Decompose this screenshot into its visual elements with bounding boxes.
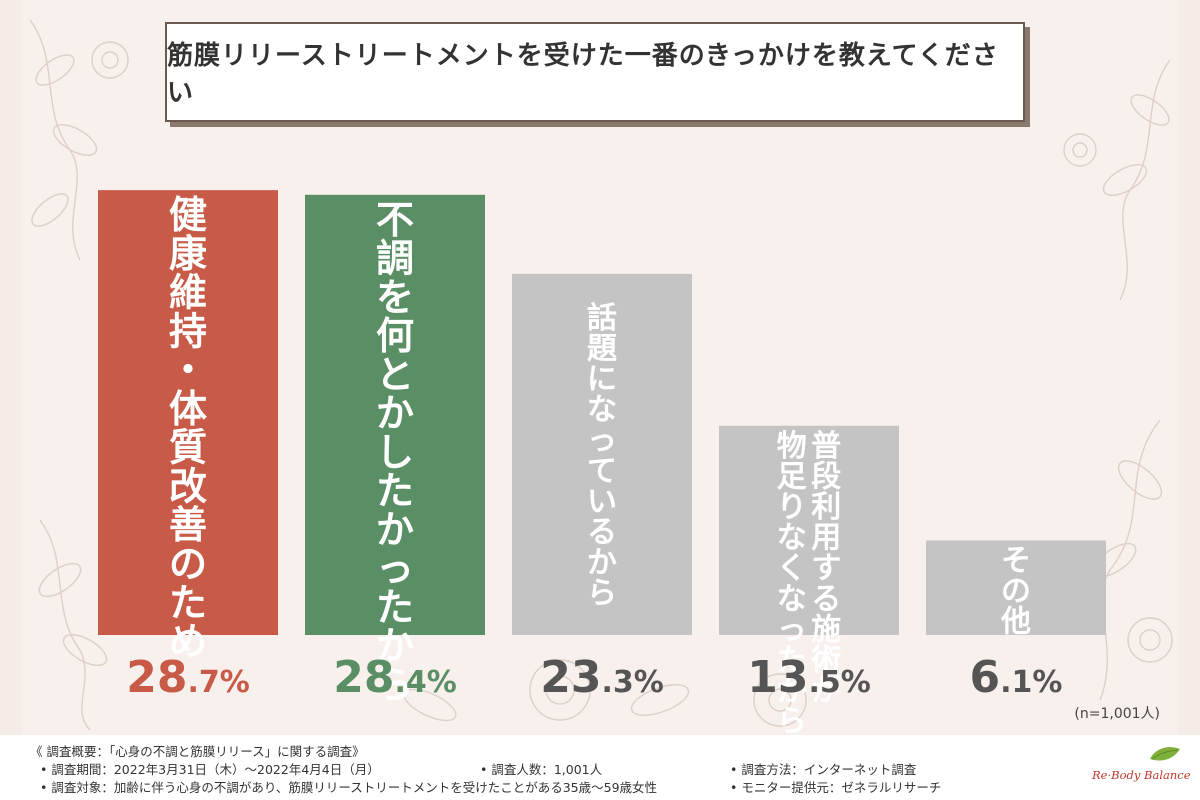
category-text-4-2: 物足りなくなったから	[777, 429, 807, 735]
bar-5	[926, 540, 1106, 635]
survey-footer: 《 調査概要：「心身の不調と筋膜リリース」に関する調査》 • 調査期間：2022…	[0, 735, 1200, 800]
value-label-1: 28.7%	[126, 652, 250, 703]
category-label-1: 健康維持・体質改善のため	[169, 193, 207, 663]
survey-period: • 調査期間：2022年3月31日（木）～2022年4月4日（月）	[40, 762, 380, 777]
category-text-5-1: その他	[1000, 543, 1031, 639]
bar-3	[512, 273, 692, 635]
category-label-2: 不調を何とかしたかったから	[376, 198, 414, 707]
sample-size-note: (n=1,001人)	[1074, 706, 1160, 722]
category-text-3-1: 話題になっているから	[587, 301, 617, 611]
bar-4	[719, 425, 899, 635]
bar-2	[305, 194, 485, 636]
survey-target: • 調査対象：加齢に伴う心身の不調があり、筋膜リリーストリートメントを受けたこと…	[40, 780, 658, 795]
value-label-4: 13.5%	[747, 652, 871, 703]
bar-1	[98, 190, 278, 635]
floral-decoration	[29, 19, 1173, 731]
chart-title: 筋膜リリーストリートメントを受けた一番のきっかけを教えてください	[167, 41, 999, 108]
chart-title-box: 筋膜リリーストリートメントを受けた一番のきっかけを教えてください	[165, 22, 1025, 122]
leaf-icon	[1150, 747, 1180, 761]
survey-respondents: • 調査人数：1,001人	[480, 762, 603, 777]
brand-logo: Re·Body Balance	[1091, 747, 1190, 782]
value-label-5: 6.1%	[970, 652, 1063, 703]
category-label-3: 話題になっているから	[587, 301, 617, 611]
survey-method: • 調査方法：インターネット調査	[730, 762, 917, 777]
survey-overview: 《 調査概要：「心身の不調と筋膜リリース」に関する調査》	[30, 744, 365, 759]
category-text-4-1: 普段利用する施術が	[810, 429, 841, 709]
brand-logo-text: Re·Body Balance	[1091, 768, 1190, 782]
value-label-2: 28.4%	[333, 652, 457, 703]
value-label-3: 23.3%	[540, 652, 664, 703]
category-text-2-1: 不調を何とかしたかったから	[376, 198, 414, 707]
category-label-5: その他	[1000, 543, 1031, 639]
survey-provider: • モニター提供元：ゼネラルリサーチ	[730, 780, 942, 795]
category-text-1-1: 健康維持・体質改善のため	[169, 193, 207, 663]
